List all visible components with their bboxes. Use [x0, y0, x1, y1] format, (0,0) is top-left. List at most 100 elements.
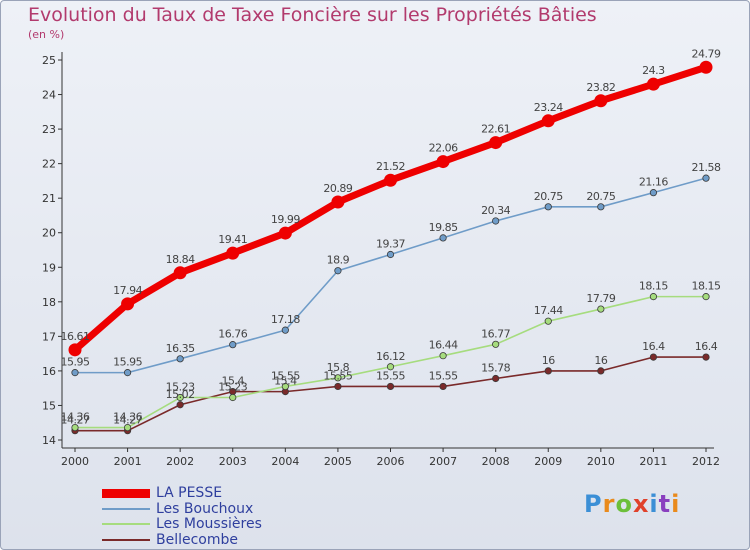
data-point: [492, 217, 500, 225]
x-tick-label: 2010: [587, 455, 615, 468]
data-label: 16.76: [218, 328, 247, 341]
data-label: 14.36: [61, 411, 90, 424]
data-point: [439, 352, 447, 360]
x-tick-label: 2004: [271, 455, 299, 468]
data-label: 16.61: [61, 330, 90, 343]
x-tick-label: 2006: [377, 455, 405, 468]
y-tick-label: 22: [42, 158, 56, 171]
data-label: 21.52: [376, 160, 405, 173]
x-tick-label: 2007: [429, 455, 457, 468]
data-point: [649, 293, 658, 301]
data-label: 15.4: [274, 375, 297, 388]
data-label: 18.84: [166, 253, 195, 266]
x-tick-label: 2012: [692, 455, 720, 468]
data-point: [386, 250, 395, 259]
y-tick-label: 25: [42, 54, 56, 67]
data-point: [176, 393, 184, 402]
data-label: 18.15: [692, 280, 721, 293]
data-label: 20.75: [534, 190, 563, 203]
data-point: [71, 369, 79, 377]
data-point: [176, 355, 184, 363]
data-label: 23.24: [534, 101, 563, 114]
data-label: 17.94: [113, 284, 142, 297]
data-point: [702, 293, 710, 301]
legend-label: Les Bouchoux: [156, 501, 254, 517]
legend-item-la-pesse: LA PESSE: [102, 485, 222, 501]
data-label: 20.75: [586, 190, 615, 203]
data-label: 14.36: [113, 411, 142, 424]
data-label: 24.3: [642, 64, 665, 77]
x-tick-label: 2009: [534, 455, 562, 468]
legend-label: Bellecombe: [156, 532, 239, 548]
data-point: [334, 267, 342, 275]
data-label: 14.27: [61, 414, 90, 427]
y-tick-label: 20: [42, 227, 56, 240]
data-point: [597, 367, 605, 375]
data-label: 15.23: [218, 381, 247, 394]
data-point: [71, 423, 79, 432]
data-label: 15.55: [271, 369, 300, 382]
data-point: [281, 382, 289, 391]
data-point: [489, 136, 503, 150]
data-point: [229, 341, 237, 349]
data-label: 16.4: [695, 340, 718, 353]
data-label: 15.95: [113, 356, 142, 369]
data-label: 24.79: [692, 47, 721, 60]
data-point: [334, 374, 342, 382]
data-point: [229, 393, 237, 402]
data-label: 14.27: [113, 414, 142, 427]
y-tick-label: 23: [42, 123, 56, 136]
data-label: 15.4: [222, 375, 245, 388]
data-label: 15.23: [166, 381, 195, 394]
data-label: 17.18: [271, 313, 300, 326]
data-label: 18.15: [639, 280, 668, 293]
x-tick-label: 2011: [639, 455, 667, 468]
data-point: [334, 382, 342, 391]
legend-item-les-bouchoux: Les Bouchoux: [102, 501, 253, 517]
x-tick-label: 2003: [219, 455, 247, 468]
data-label: 15.55: [376, 369, 405, 382]
data-label: 16.77: [481, 327, 510, 340]
x-tick-label: 2002: [166, 455, 194, 468]
y-tick-label: 17: [42, 330, 56, 343]
legend-label: LA PESSE: [156, 485, 223, 501]
data-point: [544, 367, 552, 375]
data-label: 21.58: [692, 161, 721, 174]
data-point: [123, 369, 132, 377]
data-label: 15.02: [166, 388, 195, 401]
data-point: [439, 382, 447, 391]
data-label: 16.4: [642, 340, 665, 353]
data-point: [492, 340, 500, 348]
data-point: [173, 266, 187, 280]
series-line-0: [71, 63, 710, 354]
data-label: 18.9: [327, 254, 350, 267]
data-point: [384, 173, 397, 187]
data-label: 19.41: [218, 233, 247, 246]
data-label: 16.12: [376, 350, 405, 363]
data-point: [597, 203, 605, 211]
data-label: 15.55: [429, 369, 458, 382]
data-label: 20.34: [481, 204, 510, 217]
data-point: [331, 195, 345, 209]
data-label: 16: [594, 354, 607, 367]
data-point: [544, 317, 552, 325]
data-label: 15.78: [481, 362, 510, 375]
x-tick-label: 2008: [482, 455, 510, 468]
data-point: [439, 234, 447, 242]
y-tick-label: 16: [42, 365, 56, 378]
data-point: [699, 60, 713, 74]
data-label: 23.82: [586, 81, 615, 94]
legend-swatch-les-bouchoux: [102, 508, 150, 510]
data-point: [597, 305, 605, 313]
legend-item-les-moussieres: Les Moussières: [102, 516, 262, 532]
data-label: 19.99: [271, 213, 300, 226]
data-point: [281, 326, 289, 334]
chart-title: Evolution du Taux de Taxe Foncière sur l…: [28, 4, 597, 26]
y-tick-label: 15: [42, 399, 56, 412]
data-point: [121, 297, 135, 311]
data-point: [594, 94, 608, 108]
data-point: [226, 246, 240, 260]
legend-swatch-bellecombe: [102, 539, 150, 541]
x-tick-label: 2000: [61, 455, 89, 468]
